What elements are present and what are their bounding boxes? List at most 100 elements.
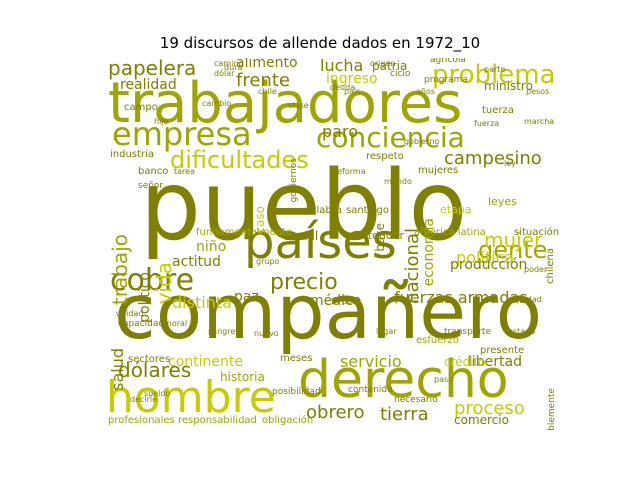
word-gobiernos: gobiernos <box>289 158 299 203</box>
word-sangre: sangre <box>208 327 236 336</box>
word-servicio: servicio <box>340 352 402 371</box>
word-camino: camino <box>214 59 244 68</box>
word-mundo: mundo <box>384 177 412 186</box>
word-reforma: reforma <box>334 167 366 176</box>
word-palabra: palabra <box>304 205 342 216</box>
word-clase: clase <box>288 101 309 110</box>
word-actitud: actitud <box>172 254 221 270</box>
word-caso: caso <box>253 206 267 234</box>
word-tierra: tierra <box>380 404 429 425</box>
word-contenido: contenido <box>348 385 393 395</box>
word-nacional: nacional <box>402 228 423 304</box>
word-patria: patria <box>372 59 408 73</box>
word-paises: países <box>244 214 397 270</box>
word-unidad: unidad <box>116 309 144 318</box>
word-fundamentalmente: fundamentalmente <box>196 227 293 238</box>
word-decirle: decirle <box>130 395 158 404</box>
word-historia: historia <box>220 370 265 384</box>
word-sectores: sectores <box>128 354 171 365</box>
word-dolares: dólares <box>118 358 192 382</box>
word-comercio: comercio <box>454 413 509 427</box>
word-salud: salud <box>108 348 127 391</box>
word-dificultades: dificultades <box>170 146 309 174</box>
word-dura: dura <box>224 63 243 72</box>
word-responsabilidad: responsabilidad <box>178 415 257 426</box>
word-estado: estado <box>508 327 536 336</box>
word-sueldo: sueldo <box>144 389 171 398</box>
word-tuerza: tuerza <box>482 105 514 116</box>
word-paz: paz <box>234 289 259 305</box>
figure-title: 19 discursos de allende dados en 1972_10 <box>159 34 481 52</box>
word-chilena: chilena <box>545 248 556 285</box>
word-deuda: deuda <box>330 83 356 92</box>
word-problema: problema <box>432 60 556 90</box>
word-senor: señor <box>138 181 164 191</box>
word-dolar: dólar <box>214 69 235 78</box>
word-ley: ley <box>504 159 516 168</box>
word-vida: vida <box>152 262 176 305</box>
word-nino: niño <box>196 239 227 255</box>
word-transporte: transporte <box>444 327 492 337</box>
word-necesario: necesario <box>394 395 438 405</box>
word-santiago: santiago <box>346 205 389 216</box>
word-fuerza: fuerza <box>474 119 500 128</box>
word-paro: paro <box>322 122 358 141</box>
word-produccion: producción <box>450 257 528 273</box>
word-presente: presente <box>480 345 525 356</box>
word-realidad: realidad <box>120 77 177 93</box>
word-nuevo: nuevo <box>254 329 279 338</box>
word-esfuerzo: esfuerzo <box>416 335 459 346</box>
word-industria: industria <box>110 149 154 160</box>
word-gente: gente <box>478 236 548 264</box>
word-paso: paso <box>434 375 454 384</box>
word-campesino: campesino <box>444 148 542 169</box>
word-medico: médico <box>310 293 362 309</box>
word-situacion: situación <box>514 227 559 238</box>
word-anos: años <box>416 87 436 96</box>
word-obligacion: obligación <box>262 415 314 426</box>
word-tarea: tarea <box>174 167 195 176</box>
word-politica: política <box>456 248 515 267</box>
word-meses: meses <box>280 353 313 364</box>
word-verdad: verdad <box>514 295 542 304</box>
word-trabajo: trabajo <box>108 234 132 306</box>
word-hombre: hombre <box>106 372 276 423</box>
word-parte: parte <box>484 65 506 74</box>
word-lugar: lugar <box>376 327 397 336</box>
word-origen: origen <box>370 59 396 68</box>
word-empresa: empresa <box>112 115 252 153</box>
word-credito: crédito <box>444 355 486 369</box>
word-marcha: marcha <box>524 117 555 126</box>
word-frente: frente <box>236 70 290 91</box>
word-capacidad: capacidad <box>118 319 165 329</box>
word-papelera: papelera <box>108 58 197 80</box>
word-cloud: pueblo trabajadores compañero países derecho… <box>104 58 559 431</box>
word-continente: continente <box>168 354 243 370</box>
word-pais: país <box>344 87 361 96</box>
word-lucha: lucha <box>320 58 364 75</box>
word-mujer: mujer <box>484 228 543 252</box>
word-obrero: obrero <box>306 402 365 423</box>
word-precio: precio <box>270 270 338 295</box>
word-etapa: etapa <box>440 203 472 216</box>
word-grupo: grupo <box>256 257 280 266</box>
word-poder: poder <box>524 265 548 274</box>
word-profesionales: profesionales <box>108 415 175 426</box>
word-hijo: hijo <box>154 117 169 126</box>
word-campo: campo <box>124 102 158 113</box>
word-proceso: proceso <box>454 398 525 419</box>
word-mujeres: mujeres <box>418 165 459 176</box>
word-libertad: libertad <box>468 354 522 370</box>
word-gobierno: gobierno <box>404 137 440 146</box>
word-obra: obra <box>342 297 361 306</box>
word-chile: chile <box>258 87 277 96</box>
word-programa: programa <box>424 75 468 85</box>
word-respecto: respeto <box>366 151 404 162</box>
word-distinta: distinta <box>172 293 232 312</box>
word-ministro: ministro <box>484 79 533 93</box>
word-derecho: derecho <box>298 350 509 410</box>
word-pueblo: pueblo <box>140 150 468 262</box>
word-pesos: pesos <box>526 87 550 96</box>
word-cambio: cambio <box>202 99 232 108</box>
word-companero: compañero <box>114 267 543 356</box>
